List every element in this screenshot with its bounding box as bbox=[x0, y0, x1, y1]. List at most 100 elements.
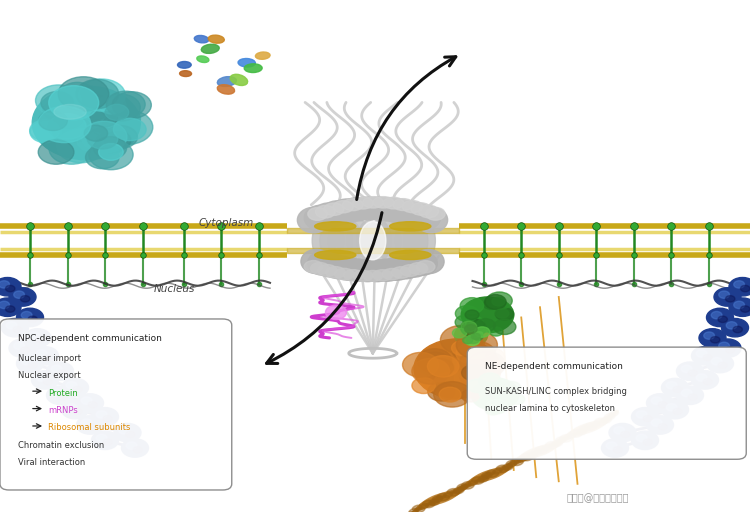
Text: 搜狐号@李老师谈生化: 搜狐号@李老师谈生化 bbox=[566, 493, 628, 503]
Circle shape bbox=[456, 344, 485, 364]
Circle shape bbox=[0, 301, 10, 309]
Circle shape bbox=[30, 120, 60, 141]
Circle shape bbox=[483, 393, 505, 408]
Ellipse shape bbox=[323, 255, 356, 279]
Circle shape bbox=[133, 446, 142, 453]
Ellipse shape bbox=[352, 197, 374, 209]
Ellipse shape bbox=[514, 460, 523, 465]
Ellipse shape bbox=[308, 251, 339, 275]
Text: NPC-dependent communication: NPC-dependent communication bbox=[18, 334, 162, 344]
Ellipse shape bbox=[500, 467, 508, 473]
Circle shape bbox=[484, 294, 506, 309]
Ellipse shape bbox=[580, 425, 590, 431]
Circle shape bbox=[54, 109, 83, 129]
Circle shape bbox=[452, 328, 466, 338]
Ellipse shape bbox=[461, 482, 471, 487]
Circle shape bbox=[613, 446, 622, 453]
Circle shape bbox=[643, 415, 652, 422]
Ellipse shape bbox=[578, 430, 587, 435]
Circle shape bbox=[487, 292, 512, 309]
Circle shape bbox=[460, 297, 484, 314]
Ellipse shape bbox=[316, 205, 335, 218]
Ellipse shape bbox=[503, 463, 512, 469]
Circle shape bbox=[646, 394, 674, 412]
Ellipse shape bbox=[577, 429, 586, 434]
Ellipse shape bbox=[552, 440, 561, 445]
Circle shape bbox=[673, 386, 682, 393]
Ellipse shape bbox=[351, 260, 384, 282]
Circle shape bbox=[452, 341, 479, 359]
Ellipse shape bbox=[489, 472, 499, 477]
Ellipse shape bbox=[380, 199, 415, 223]
Circle shape bbox=[710, 336, 720, 343]
Circle shape bbox=[711, 311, 722, 319]
Circle shape bbox=[662, 378, 688, 397]
Ellipse shape bbox=[507, 461, 517, 467]
Ellipse shape bbox=[602, 418, 611, 423]
Ellipse shape bbox=[308, 207, 327, 220]
Ellipse shape bbox=[496, 465, 506, 471]
Circle shape bbox=[460, 349, 499, 375]
Ellipse shape bbox=[566, 433, 576, 439]
Ellipse shape bbox=[368, 220, 392, 261]
Ellipse shape bbox=[377, 220, 401, 261]
Ellipse shape bbox=[395, 220, 419, 261]
Circle shape bbox=[461, 365, 485, 381]
Circle shape bbox=[46, 362, 74, 380]
Ellipse shape bbox=[318, 265, 337, 276]
Ellipse shape bbox=[426, 207, 445, 220]
Circle shape bbox=[99, 143, 123, 160]
Ellipse shape bbox=[326, 267, 345, 278]
Circle shape bbox=[676, 362, 703, 380]
Circle shape bbox=[88, 122, 117, 141]
Ellipse shape bbox=[383, 197, 404, 209]
Circle shape bbox=[20, 295, 30, 302]
Circle shape bbox=[32, 347, 58, 365]
Ellipse shape bbox=[457, 484, 466, 489]
Circle shape bbox=[103, 415, 112, 422]
Ellipse shape bbox=[433, 497, 443, 502]
Circle shape bbox=[76, 416, 104, 434]
Ellipse shape bbox=[468, 480, 478, 486]
Ellipse shape bbox=[196, 56, 209, 62]
Circle shape bbox=[602, 439, 628, 457]
Ellipse shape bbox=[454, 487, 463, 493]
Ellipse shape bbox=[413, 505, 422, 510]
Ellipse shape bbox=[389, 256, 422, 279]
Text: Nuclear import: Nuclear import bbox=[18, 354, 81, 363]
Circle shape bbox=[28, 332, 40, 339]
Circle shape bbox=[464, 381, 490, 398]
Circle shape bbox=[503, 381, 520, 394]
Circle shape bbox=[414, 339, 501, 398]
Circle shape bbox=[476, 347, 505, 367]
Circle shape bbox=[461, 297, 514, 333]
Circle shape bbox=[24, 329, 51, 347]
Circle shape bbox=[714, 339, 741, 357]
Circle shape bbox=[62, 378, 88, 397]
Ellipse shape bbox=[570, 430, 579, 435]
Text: Nuclear export: Nuclear export bbox=[18, 371, 81, 380]
Circle shape bbox=[734, 281, 745, 288]
Circle shape bbox=[726, 322, 737, 329]
Circle shape bbox=[100, 94, 140, 121]
Ellipse shape bbox=[179, 71, 191, 76]
Ellipse shape bbox=[304, 205, 338, 230]
Circle shape bbox=[58, 370, 68, 376]
Ellipse shape bbox=[301, 249, 332, 273]
Ellipse shape bbox=[344, 270, 363, 281]
Ellipse shape bbox=[390, 222, 430, 231]
Circle shape bbox=[13, 326, 22, 333]
Ellipse shape bbox=[591, 421, 601, 427]
Circle shape bbox=[30, 121, 61, 143]
Circle shape bbox=[89, 140, 134, 170]
Ellipse shape bbox=[520, 453, 530, 459]
Circle shape bbox=[0, 281, 10, 288]
Circle shape bbox=[76, 394, 104, 412]
Circle shape bbox=[440, 326, 482, 354]
Ellipse shape bbox=[425, 502, 435, 508]
Circle shape bbox=[38, 140, 74, 164]
Ellipse shape bbox=[545, 441, 555, 447]
Circle shape bbox=[106, 91, 146, 118]
Circle shape bbox=[81, 397, 92, 404]
Circle shape bbox=[455, 315, 476, 329]
